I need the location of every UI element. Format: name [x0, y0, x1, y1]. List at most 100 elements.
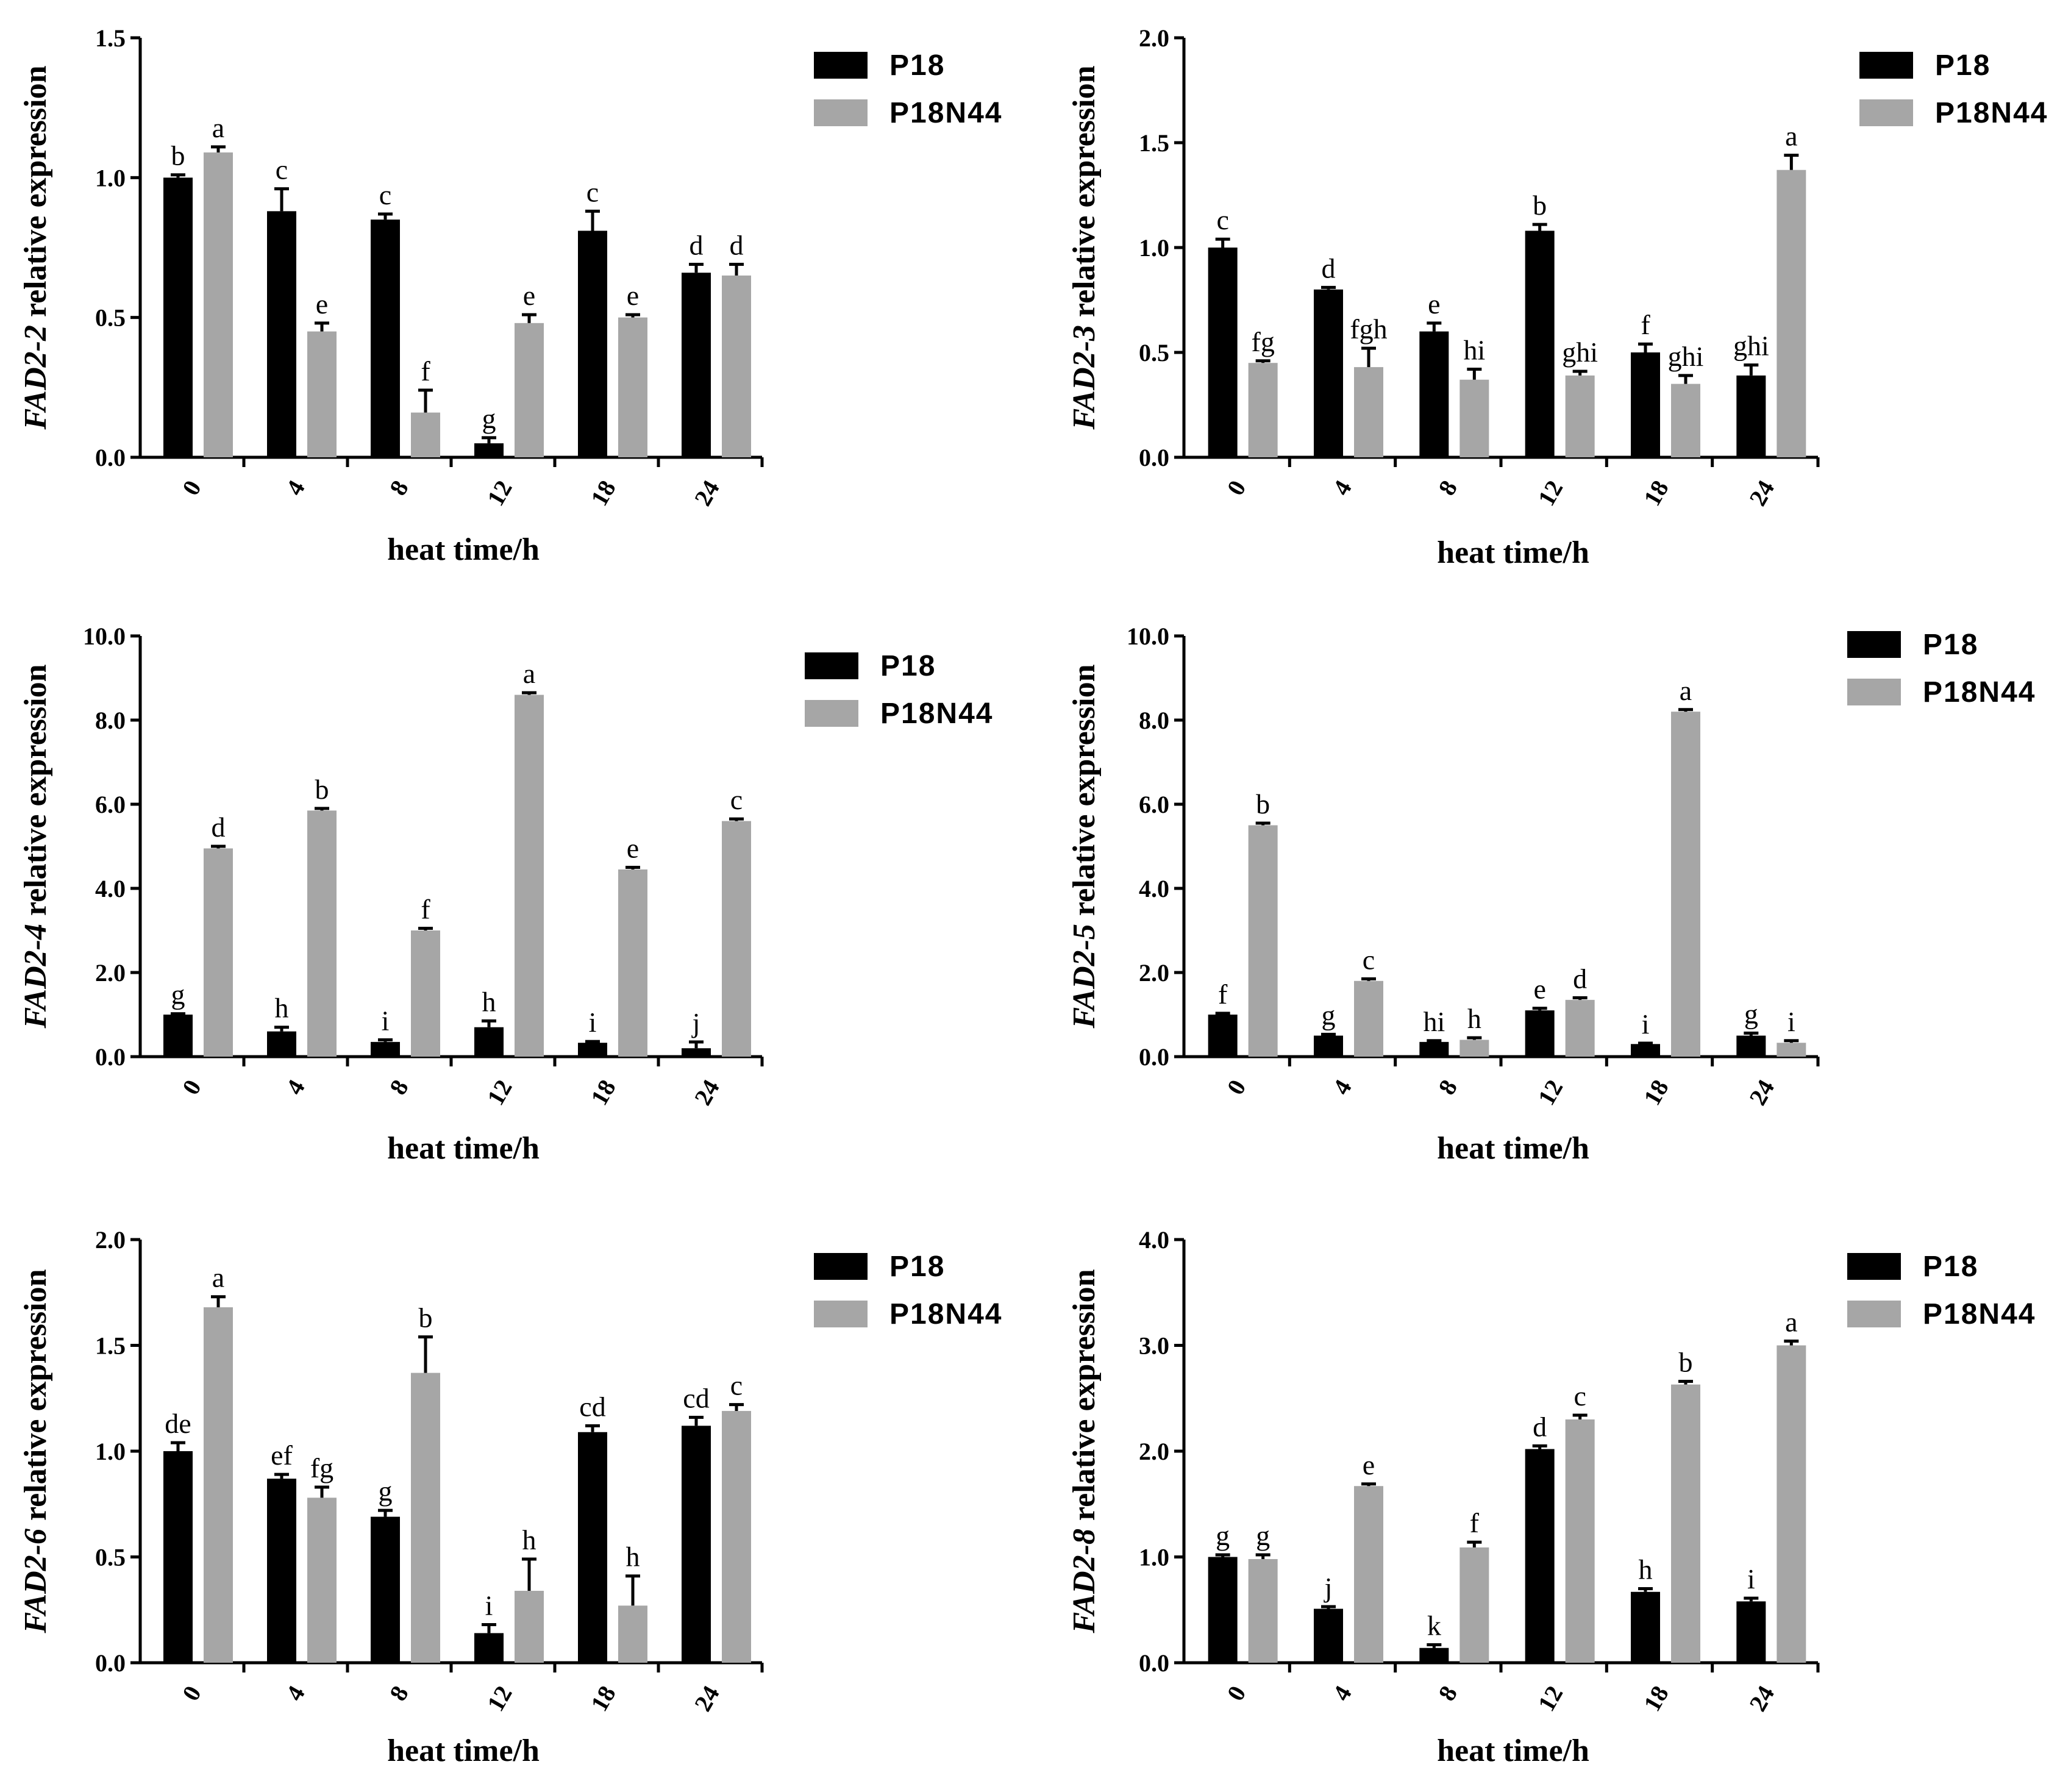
- x-tick-label: 4: [280, 476, 310, 500]
- legend-swatch-p18: [814, 52, 868, 79]
- legend-label-p18: P18: [1923, 629, 1978, 661]
- significance-label: cd: [579, 1391, 605, 1422]
- legend-label-p18n44: P18N44: [889, 97, 1002, 129]
- y-tick-label: 6.0: [1139, 791, 1169, 818]
- significance-label: fg: [310, 1452, 333, 1483]
- x-tick-label: 12: [482, 1681, 518, 1716]
- x-tick-label: 18: [1638, 1075, 1674, 1110]
- legend: P18 P18N44: [805, 650, 993, 730]
- bar-p18n44: [515, 1591, 544, 1663]
- bar-p18n44: [204, 1307, 233, 1663]
- significance-label: b: [1256, 788, 1270, 819]
- x-tick-label: 4: [280, 1075, 310, 1099]
- y-axis-label: FAD2-6 relative expression: [18, 1269, 53, 1633]
- bar-p18n44: [1248, 825, 1278, 1057]
- significance-label: c: [586, 176, 599, 207]
- legend-swatch-p18n44: [814, 99, 868, 126]
- x-axis-label: heat time/h: [387, 1131, 540, 1166]
- significance-label: a: [212, 112, 224, 143]
- chart-fad2-4: 0.0 2.0 4.0 6.0 8.0 10.0 FAD2-4 relative expre…: [18, 623, 993, 1166]
- significance-label: e: [523, 280, 535, 311]
- bar-p18n44: [1565, 375, 1595, 457]
- significance-label: e: [1533, 974, 1545, 1005]
- significance-label: d: [212, 812, 226, 843]
- legend-swatch-p18: [1859, 52, 1913, 79]
- bar-p18n44: [307, 331, 337, 457]
- significance-label: b: [1533, 190, 1547, 221]
- bar-p18: [371, 1516, 400, 1663]
- y-tick-label: 4.0: [1139, 875, 1169, 902]
- legend: P18 P18N44: [1847, 1251, 2036, 1330]
- legend-label-p18: P18: [1935, 49, 1991, 82]
- significance-label: b: [171, 140, 185, 171]
- y-axis-label: FAD2-2 relative expression: [18, 65, 53, 430]
- significance-label: d: [730, 230, 744, 261]
- significance-label: h: [522, 1524, 536, 1555]
- y-tick-label: 0.5: [1139, 339, 1169, 366]
- bar-p18n44: [1565, 999, 1595, 1057]
- significance-label: e: [627, 280, 639, 311]
- significance-label: a: [212, 1262, 224, 1293]
- bar-p18n44: [515, 323, 544, 457]
- bar-p18: [1314, 289, 1343, 457]
- significance-label: i: [485, 1590, 493, 1621]
- bar-p18n44: [204, 152, 233, 457]
- bar-p18n44: [1671, 712, 1700, 1057]
- x-tick-label: 0: [1221, 1075, 1251, 1099]
- legend-swatch-p18n44: [814, 1301, 868, 1327]
- significance-label: h: [1467, 1003, 1481, 1034]
- x-tick-label: 4: [280, 1681, 310, 1705]
- x-tick-label: 24: [1744, 476, 1780, 510]
- significance-label: g: [171, 979, 185, 1010]
- x-tick-label: 0: [1221, 1681, 1251, 1705]
- bar-p18n44: [1671, 1384, 1700, 1663]
- significance-label: j: [691, 1007, 700, 1038]
- legend-label-p18: P18: [889, 49, 945, 82]
- gene-name: FAD2-8: [1067, 1529, 1102, 1633]
- legend-label-p18n44: P18N44: [889, 1298, 1002, 1330]
- significance-label: i: [1642, 1008, 1650, 1040]
- significance-label: f: [1470, 1507, 1480, 1538]
- bar-p18n44: [722, 821, 751, 1057]
- bar-p18n44: [1777, 170, 1806, 457]
- bar-p18: [578, 230, 607, 457]
- bar-p18n44: [618, 1605, 647, 1663]
- significance-label: c: [730, 784, 743, 815]
- bar-p18n44: [1248, 1558, 1278, 1663]
- y-axis-label: FAD2-4 relative expression: [18, 664, 53, 1029]
- significance-label: e: [1428, 288, 1440, 319]
- legend-swatch-p18n44: [805, 700, 858, 727]
- bar-p18: [682, 1048, 711, 1057]
- x-tick-label: 8: [1433, 1075, 1463, 1099]
- y-tick-label: 0.0: [95, 1043, 126, 1071]
- x-tick-label: 18: [1638, 476, 1674, 510]
- significance-label: e: [316, 288, 328, 319]
- bar-p18n44: [722, 275, 751, 457]
- significance-label: i: [1747, 1563, 1755, 1594]
- x-tick-label: 18: [585, 476, 621, 510]
- legend-label-p18n44: P18N44: [1935, 97, 2048, 129]
- x-tick-label: 24: [1744, 1075, 1780, 1110]
- bar-p18: [1525, 230, 1555, 457]
- x-tick-label: 18: [1638, 1681, 1674, 1716]
- y-tick-label: 0.0: [95, 444, 126, 471]
- significance-label: b: [1679, 1346, 1693, 1377]
- bar-p18n44: [618, 317, 647, 457]
- x-tick-label: 8: [1433, 1681, 1463, 1705]
- bar-p18: [1208, 248, 1238, 457]
- gene-name: FAD2-3: [1067, 325, 1102, 430]
- significance-label: ghi: [1733, 330, 1769, 362]
- y-tick-label: 2.0: [1139, 24, 1169, 52]
- gene-name: FAD2-4: [18, 924, 53, 1029]
- x-axis-label: heat time/h: [1437, 1733, 1589, 1768]
- bar-p18n44: [1777, 1043, 1806, 1057]
- x-tick-label: 18: [585, 1681, 621, 1716]
- y-tick-label: 1.0: [95, 1438, 126, 1465]
- legend-label-p18n44: P18N44: [880, 698, 993, 730]
- chart-fad2-2: 0.0 0.5 1.0 1.5 FAD2-2 relative expression ba…: [18, 24, 1002, 567]
- legend-label-p18n44: P18N44: [1923, 1298, 2036, 1330]
- y-axis-label: FAD2-3 relative expression: [1067, 65, 1102, 430]
- bar-p18n44: [307, 810, 337, 1057]
- legend: P18 P18N44: [1847, 629, 2034, 709]
- x-tick-label: 12: [482, 1075, 518, 1110]
